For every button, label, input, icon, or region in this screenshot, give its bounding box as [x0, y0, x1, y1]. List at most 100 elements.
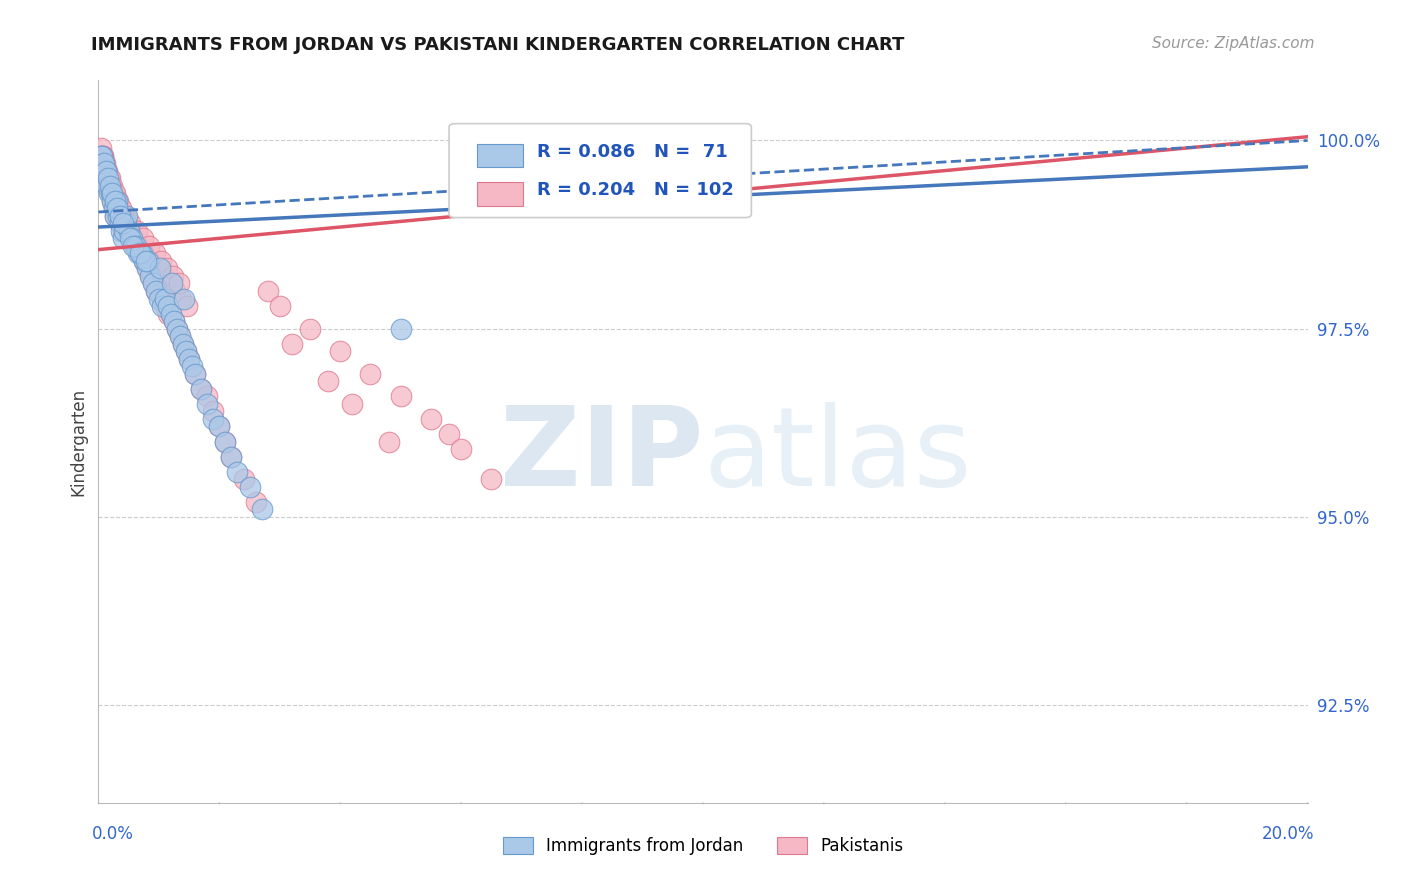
- Point: [181, 359, 204, 374]
- Point: [108, 201, 131, 215]
- Point: [94, 163, 117, 178]
- Point: [117, 216, 139, 230]
- Point: [157, 277, 180, 291]
- Point: [91, 148, 114, 162]
- Point: [342, 397, 364, 411]
- Point: [110, 201, 132, 215]
- Point: [214, 434, 236, 449]
- Point: [174, 344, 197, 359]
- Point: [153, 299, 176, 313]
- Point: [437, 427, 460, 442]
- Text: 0.0%: 0.0%: [91, 825, 134, 843]
- Point: [389, 321, 412, 335]
- Point: [184, 367, 207, 381]
- Point: [124, 239, 146, 253]
- Point: [329, 344, 352, 359]
- Point: [481, 472, 503, 486]
- Point: [98, 178, 121, 193]
- Point: [153, 292, 176, 306]
- Text: R = 0.204   N = 102: R = 0.204 N = 102: [537, 181, 734, 199]
- Text: R = 0.086   N =  71: R = 0.086 N = 71: [537, 143, 728, 161]
- Point: [172, 336, 194, 351]
- Point: [135, 261, 157, 276]
- Point: [163, 314, 186, 328]
- Point: [108, 209, 131, 223]
- Point: [112, 209, 135, 223]
- Point: [105, 201, 128, 215]
- Point: [118, 224, 141, 238]
- Point: [167, 277, 190, 291]
- Point: [256, 284, 278, 298]
- Point: [112, 224, 135, 238]
- Point: [208, 419, 231, 434]
- Point: [112, 216, 135, 230]
- Point: [100, 186, 122, 201]
- Point: [90, 148, 112, 162]
- Point: [173, 292, 195, 306]
- Point: [149, 253, 172, 268]
- Point: [148, 284, 170, 298]
- Point: [129, 246, 152, 260]
- Point: [121, 231, 143, 245]
- Point: [114, 216, 136, 230]
- Legend: Immigrants from Jordan, Pakistanis: Immigrants from Jordan, Pakistanis: [495, 829, 911, 863]
- Point: [142, 277, 165, 291]
- Point: [190, 382, 212, 396]
- Point: [91, 148, 114, 162]
- Point: [166, 321, 188, 335]
- Point: [107, 209, 129, 223]
- Point: [96, 178, 118, 193]
- Point: [160, 307, 183, 321]
- Point: [97, 171, 120, 186]
- Point: [100, 194, 122, 208]
- Point: [100, 178, 122, 193]
- Point: [115, 216, 138, 230]
- FancyBboxPatch shape: [449, 124, 751, 218]
- Point: [162, 268, 184, 283]
- Point: [214, 434, 236, 449]
- Point: [118, 231, 141, 245]
- Point: [160, 277, 183, 291]
- Point: [104, 194, 127, 208]
- Point: [98, 178, 121, 193]
- Point: [101, 186, 124, 201]
- Point: [110, 216, 132, 230]
- Point: [131, 246, 153, 260]
- Point: [156, 299, 179, 313]
- Point: [143, 246, 166, 260]
- Point: [131, 231, 153, 245]
- Point: [377, 434, 399, 449]
- Point: [179, 351, 201, 366]
- Point: [118, 224, 141, 238]
- Point: [103, 201, 125, 215]
- Point: [112, 216, 135, 230]
- Point: [112, 209, 135, 223]
- Point: [121, 231, 143, 245]
- Point: [160, 307, 183, 321]
- Point: [202, 404, 225, 418]
- Point: [139, 253, 162, 268]
- Point: [107, 201, 129, 215]
- Text: atlas: atlas: [703, 402, 972, 509]
- Point: [103, 201, 125, 215]
- Point: [94, 163, 117, 178]
- Point: [360, 367, 382, 381]
- Text: ZIP: ZIP: [499, 402, 703, 509]
- Point: [269, 299, 291, 313]
- Point: [139, 268, 162, 283]
- Point: [221, 450, 243, 464]
- Point: [150, 299, 173, 313]
- Text: 20.0%: 20.0%: [1263, 825, 1315, 843]
- Point: [96, 163, 118, 178]
- Point: [104, 186, 127, 201]
- Point: [135, 253, 157, 268]
- Point: [124, 239, 146, 253]
- Point: [111, 231, 134, 245]
- Point: [125, 224, 148, 238]
- Point: [91, 148, 114, 162]
- Point: [145, 284, 167, 298]
- Point: [172, 336, 194, 351]
- Point: [139, 268, 162, 283]
- Point: [148, 292, 170, 306]
- Point: [135, 261, 157, 276]
